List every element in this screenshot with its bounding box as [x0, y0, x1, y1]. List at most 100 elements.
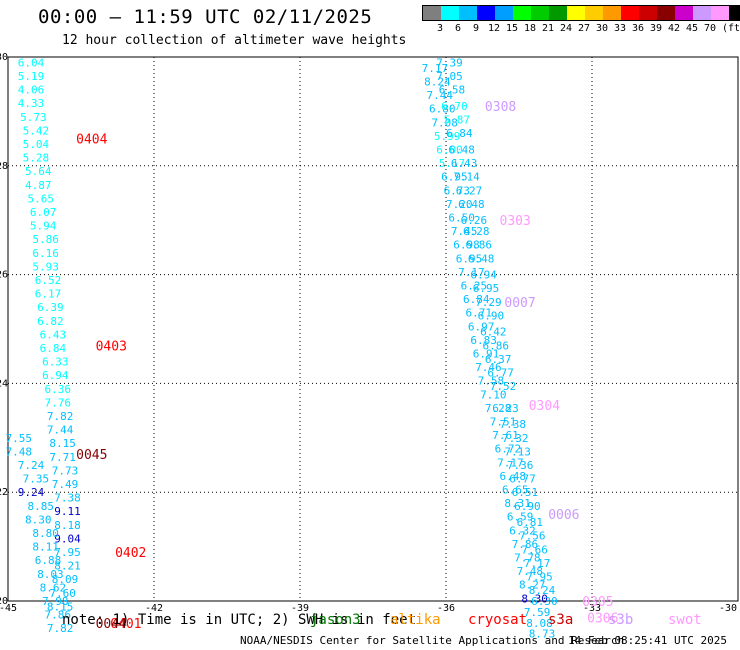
wave-height-point: 7.28: [485, 402, 512, 415]
wave-height-point: 6.59: [507, 511, 534, 524]
wave-height-point: 6.86: [465, 239, 492, 252]
wave-height-point: 6.95: [473, 282, 500, 295]
time-annotation: 0306: [587, 611, 618, 626]
wave-height-point: 8.30: [521, 592, 548, 605]
wave-height-point: 6.71: [465, 307, 492, 320]
color-scale-swatches: [422, 5, 740, 21]
color-scale-label: 12: [487, 23, 501, 34]
wave-height-point: 6.48: [448, 143, 475, 156]
color-swatch: [441, 6, 459, 20]
wave-height-point: 6.95: [441, 171, 468, 184]
satellite-legend-item: cryosat: [468, 612, 528, 628]
wave-height-point: 6.86: [483, 339, 510, 352]
wave-height-point: 7.95: [526, 571, 553, 584]
x-tick-label: -36: [437, 603, 455, 614]
wave-height-point: 7.73: [52, 464, 79, 477]
time-annotation: 0045: [76, 448, 107, 463]
color-swatch: [477, 6, 495, 20]
wave-height-point: 4.33: [18, 97, 45, 110]
wave-height-point: 5.28: [23, 152, 49, 165]
wave-height-point: 8.24: [529, 584, 556, 597]
wave-height-point: 6.48: [458, 198, 485, 211]
wave-height-point: 6.77: [487, 367, 514, 380]
wave-height-point: 7.78: [514, 551, 541, 564]
wave-height-point: 7.14: [453, 171, 480, 184]
wave-height-point: 6.90: [478, 309, 505, 322]
wave-height-point: 7.39: [436, 56, 463, 69]
color-swatch: [495, 6, 513, 20]
credit-text: NOAA/NESDIS Center for Satellite Applica…: [240, 634, 625, 647]
wave-height-point: 7.32: [502, 432, 529, 445]
wave-height-point: 6.04: [18, 56, 45, 69]
wave-height-point: 5.65: [27, 192, 54, 205]
wave-height-point: 7.46: [475, 361, 502, 374]
wave-height-point: 7.82: [47, 622, 74, 635]
x-tick-label: -39: [291, 603, 309, 614]
wave-height-point: 6.39: [37, 301, 64, 314]
color-scale-label: 45: [685, 23, 699, 34]
time-annotation: 0305: [582, 595, 613, 610]
time-annotation: 0308: [485, 100, 516, 115]
wave-height-point: 8.24: [424, 75, 451, 88]
color-scale-label: (ft): [721, 23, 740, 34]
wave-height-point: 6.98: [453, 239, 480, 252]
color-scale-label: 9: [472, 23, 480, 34]
wave-height-point: 6.33: [42, 356, 69, 369]
wave-height-point: 7.86: [512, 538, 539, 551]
wave-height-point: 6.82: [37, 315, 64, 328]
wave-height-point: 5.86: [32, 233, 59, 246]
wave-height-point: 6.94: [42, 369, 69, 382]
y-tick-label: 24: [0, 378, 8, 389]
time-annotation: 0303: [500, 214, 531, 229]
wave-height-point: 6.90: [514, 500, 541, 513]
color-swatch: [513, 6, 531, 20]
wave-height-point: 7.76: [45, 396, 72, 409]
wave-height-point: 7.17: [497, 456, 523, 469]
wave-height-point: 7.36: [507, 459, 534, 472]
color-swatch: [621, 6, 639, 20]
wave-height-point: 6.70: [441, 100, 468, 113]
time-annotation: 0044: [96, 617, 127, 632]
time-annotation: 0401: [110, 617, 141, 632]
wave-height-point: 6.43: [451, 157, 478, 170]
time-annotation: 0007: [504, 296, 535, 311]
satellite-legend-item: swot: [668, 612, 702, 628]
wave-height-point: 6.65: [502, 483, 529, 496]
wave-height-point: 7.38: [54, 492, 81, 505]
y-tick-label: 22: [0, 487, 8, 498]
x-tick-label: -30: [719, 603, 737, 614]
color-swatch: [603, 6, 621, 20]
time-annotation: 0304: [529, 399, 560, 414]
wave-height-point: 8.73: [529, 628, 556, 641]
wave-height-point: 6.50: [448, 211, 475, 224]
wave-height-point: 8.09: [52, 573, 79, 586]
wave-height-point: 5.42: [23, 124, 49, 137]
x-tick-label: -45: [0, 603, 17, 614]
page-subtitle: 12 hour collection of altimeter wave hei…: [62, 33, 407, 48]
wave-height-point: 6.81: [517, 516, 544, 529]
wave-height-point: 5.99: [434, 130, 461, 143]
wave-height-point: 8.21: [54, 560, 81, 573]
y-tick-label: 30: [0, 52, 8, 63]
wave-height-point: 5.87: [444, 114, 471, 127]
wave-height-point: 4.06: [18, 84, 45, 97]
wave-height-point: 7.20: [446, 198, 473, 211]
wave-height-point: 7.51: [490, 415, 517, 428]
wave-height-point: 6.36: [45, 383, 72, 396]
wave-height-point: 7.17: [422, 62, 449, 75]
color-swatch: [423, 6, 441, 20]
color-scale-label: 15: [505, 23, 519, 34]
satellite-legend-item: s3a: [548, 612, 574, 628]
color-swatch: [459, 6, 477, 20]
wave-height-point: 5.19: [18, 70, 45, 83]
wave-height-point: 6.84: [446, 127, 473, 140]
color-swatch: [657, 6, 675, 20]
color-swatch: [531, 6, 549, 20]
color-scale-label: 6: [454, 23, 462, 34]
x-tick-label: -42: [145, 603, 163, 614]
wave-height-point: 7.52: [490, 380, 517, 393]
footer-note: note: 1) Time is in UTC; 2) SWH is in fe…: [62, 612, 417, 628]
